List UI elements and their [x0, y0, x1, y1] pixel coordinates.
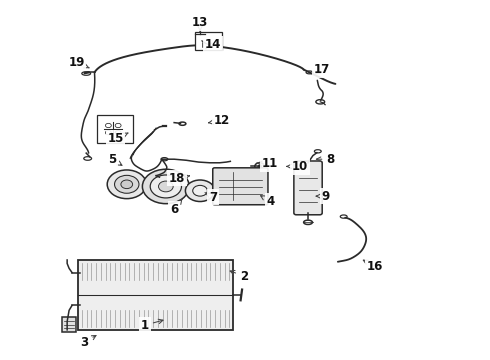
Text: 12: 12	[209, 114, 230, 127]
Circle shape	[257, 165, 262, 168]
Text: 5: 5	[108, 153, 122, 166]
Circle shape	[107, 170, 147, 199]
Bar	[62, 318, 76, 332]
Text: 6: 6	[170, 199, 182, 216]
Text: 17: 17	[314, 63, 330, 76]
Text: 8: 8	[317, 153, 335, 166]
Text: 19: 19	[68, 56, 89, 69]
Circle shape	[121, 180, 133, 189]
Circle shape	[159, 181, 173, 192]
FancyBboxPatch shape	[213, 168, 268, 205]
Text: 14: 14	[205, 38, 221, 51]
Text: 11: 11	[257, 157, 277, 170]
Circle shape	[115, 175, 139, 193]
Text: 15: 15	[107, 132, 128, 145]
Bar	[98, 115, 133, 143]
Text: 3: 3	[81, 336, 96, 348]
Text: 4: 4	[261, 195, 274, 208]
Text: 2: 2	[230, 270, 248, 283]
Circle shape	[143, 169, 189, 204]
Text: 13: 13	[192, 17, 208, 31]
Text: 7: 7	[205, 191, 217, 204]
Circle shape	[185, 180, 215, 202]
Text: 9: 9	[317, 190, 330, 203]
Circle shape	[150, 175, 181, 198]
FancyBboxPatch shape	[294, 161, 322, 215]
Polygon shape	[78, 260, 233, 330]
Text: 1: 1	[141, 319, 163, 332]
Text: 18: 18	[169, 172, 190, 185]
Text: 10: 10	[287, 160, 308, 173]
Text: 16: 16	[363, 260, 383, 273]
Bar	[195, 32, 222, 50]
Circle shape	[193, 185, 207, 196]
